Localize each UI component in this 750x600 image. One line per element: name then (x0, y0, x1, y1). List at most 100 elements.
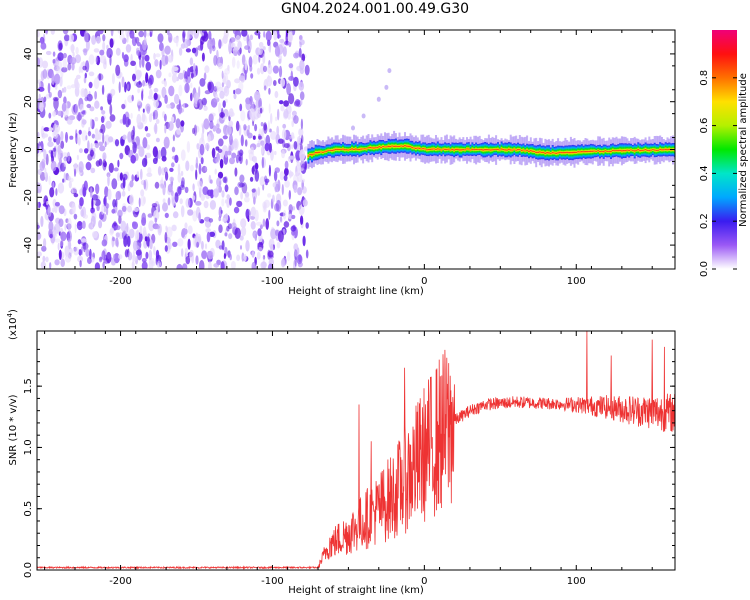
noise-speckle (228, 133, 233, 146)
noise-speckle (172, 66, 179, 71)
chart-title: GN04.2024.001.00.49.G30 (280, 1, 470, 17)
noise-speckle (64, 254, 72, 263)
noise-speckle (82, 220, 86, 229)
noise-speckle (167, 197, 171, 206)
snr-y-axis-label: SNR (10 * v/v) (8, 394, 19, 465)
noise-speckle (68, 180, 72, 189)
noise-speckle (267, 120, 270, 133)
noise-speckle (38, 93, 41, 101)
noise-speckle (40, 70, 45, 82)
noise-speckle (64, 245, 70, 257)
noise-speckle (171, 162, 175, 168)
noise-speckle (143, 30, 147, 38)
signal-core (637, 142, 640, 158)
noise-speckle (224, 98, 228, 103)
noise-speckle (213, 85, 218, 92)
noise-speckle (288, 93, 295, 105)
noise-speckle (249, 34, 254, 41)
signal-core (542, 145, 545, 160)
noise-speckle (136, 229, 140, 241)
noise-speckle (108, 162, 114, 173)
noise-speckle (296, 65, 303, 72)
noise-speckle (78, 66, 81, 74)
signal-core (642, 143, 645, 157)
noise-speckle (119, 119, 124, 124)
noise-speckle (289, 170, 292, 179)
noise-speckle (63, 96, 67, 104)
noise-speckle (76, 133, 81, 145)
noise-speckle (297, 187, 303, 196)
noise-speckle (78, 161, 84, 173)
noise-speckle (204, 166, 207, 172)
noise-speckle (164, 55, 169, 65)
signal-core (431, 142, 434, 156)
noise-speckle (293, 52, 300, 59)
noise-speckle (67, 175, 71, 181)
noise-speckle (154, 59, 159, 67)
noise-speckle (192, 183, 195, 192)
noise-speckle (88, 81, 93, 89)
noise-speckle (87, 140, 90, 152)
noise-speckle (52, 59, 56, 64)
noise-speckle (74, 103, 79, 116)
noise-speckle (111, 73, 115, 85)
noise-speckle (101, 205, 104, 215)
y-tick-label: 1.5 (23, 378, 34, 394)
noise-speckle (85, 161, 92, 171)
snr-frame (36, 330, 676, 571)
noise-speckle (105, 120, 112, 129)
y-tick-label: 1.0 (23, 439, 34, 455)
noise-speckle (233, 46, 239, 52)
noise-speckle (167, 183, 173, 193)
noise-speckle (115, 190, 122, 201)
noise-speckle (150, 261, 156, 267)
noise-speckle (79, 260, 82, 268)
noise-speckle (131, 260, 135, 269)
noise-speckle (115, 64, 121, 77)
noise-speckle (305, 249, 309, 259)
signal-core (661, 143, 663, 157)
signal-core (322, 146, 324, 159)
noise-speckle (70, 43, 75, 54)
noise-speckle (111, 178, 118, 190)
noise-speckle (49, 262, 52, 269)
noise-speckle (48, 127, 54, 132)
noise-speckle (240, 245, 242, 250)
noise-speckle (254, 123, 258, 132)
noise-speckle (153, 210, 160, 221)
noise-speckle (177, 186, 182, 195)
noise-speckle (267, 39, 271, 46)
noise-speckle (162, 198, 166, 204)
noise-speckle (43, 127, 50, 132)
noise-speckle (297, 261, 303, 268)
noise-speckle (153, 124, 157, 133)
noise-speckle (132, 73, 136, 82)
noise-speckle (215, 81, 222, 90)
noise-speckle (114, 139, 120, 147)
signal-core (345, 144, 348, 156)
noise-speckle (234, 186, 239, 196)
signal-core (548, 145, 550, 161)
signal-core (445, 143, 448, 156)
noise-speckle (171, 146, 176, 153)
noise-speckle (233, 138, 239, 151)
noise-speckle (172, 211, 179, 219)
noise-speckle (131, 134, 135, 145)
noise-speckle (71, 62, 75, 71)
noise-speckle (288, 63, 294, 69)
noise-speckle (212, 125, 217, 132)
noise-speckle (222, 75, 227, 85)
signal-core (608, 145, 611, 158)
noise-speckle (257, 242, 260, 250)
noise-speckle (71, 104, 78, 115)
signal-core (387, 138, 390, 154)
noise-speckle (151, 203, 158, 208)
signal-core (462, 143, 465, 156)
noise-speckle (54, 73, 61, 85)
noise-speckle (298, 128, 304, 137)
noise-speckle (258, 47, 263, 56)
noise-speckle (248, 215, 251, 220)
signal-core (385, 141, 388, 153)
y-tick-label: -40 (23, 237, 34, 253)
noise-speckle (273, 30, 278, 41)
